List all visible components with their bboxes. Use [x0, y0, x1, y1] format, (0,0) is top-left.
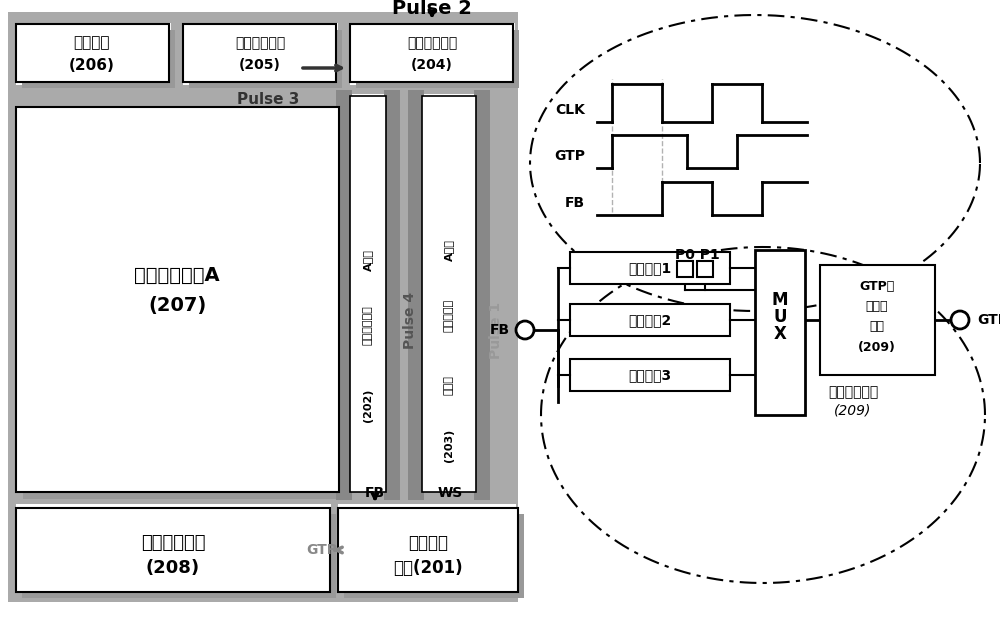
FancyBboxPatch shape — [22, 30, 175, 88]
Text: 字线模拟单元: 字线模拟单元 — [235, 36, 285, 50]
Text: (208): (208) — [146, 559, 200, 577]
FancyBboxPatch shape — [338, 504, 516, 592]
FancyBboxPatch shape — [384, 90, 400, 500]
Text: (206): (206) — [69, 57, 115, 72]
Text: (209): (209) — [834, 403, 872, 417]
Text: FB: FB — [490, 323, 510, 337]
Text: X: X — [774, 325, 786, 343]
Text: (204): (204) — [411, 58, 453, 72]
Text: (209): (209) — [858, 340, 896, 353]
FancyBboxPatch shape — [356, 30, 519, 88]
FancyBboxPatch shape — [23, 114, 346, 499]
Text: FB: FB — [565, 196, 585, 210]
Text: 缓存器: 缓存器 — [444, 375, 454, 395]
Circle shape — [516, 321, 534, 339]
Text: CLK: CLK — [555, 103, 585, 117]
FancyBboxPatch shape — [183, 23, 338, 85]
Text: 保护单元: 保护单元 — [74, 35, 110, 50]
Text: Pulse 4: Pulse 4 — [403, 292, 417, 348]
FancyBboxPatch shape — [16, 24, 169, 82]
FancyBboxPatch shape — [474, 90, 490, 500]
Text: (202): (202) — [363, 388, 373, 421]
Text: P0 P1: P0 P1 — [675, 248, 719, 262]
FancyBboxPatch shape — [422, 96, 476, 492]
Text: M: M — [772, 291, 788, 309]
Text: 输出数据路径: 输出数据路径 — [141, 534, 205, 552]
Text: 模拟字线驱动: 模拟字线驱动 — [407, 36, 457, 50]
Text: (203): (203) — [444, 428, 454, 462]
Text: WS: WS — [437, 486, 463, 500]
Text: Pulse 1: Pulse 1 — [489, 301, 503, 358]
Text: GTP: GTP — [306, 543, 338, 557]
Text: 模块: 模块 — [870, 321, 885, 333]
Text: GTP: GTP — [977, 313, 1000, 327]
Text: 号发生: 号发生 — [866, 301, 888, 314]
FancyBboxPatch shape — [22, 514, 336, 598]
FancyBboxPatch shape — [350, 96, 386, 492]
FancyBboxPatch shape — [348, 94, 386, 492]
Text: 存储单元阵列A: 存储单元阵列A — [134, 265, 220, 285]
Text: 延迟单兤2: 延迟单兤2 — [628, 313, 672, 327]
Text: 脉冲发生: 脉冲发生 — [408, 534, 448, 552]
FancyBboxPatch shape — [189, 30, 342, 88]
Text: 模块(201): 模块(201) — [393, 559, 463, 577]
Polygon shape — [755, 250, 805, 415]
Text: 二级与非门: 二级与非门 — [444, 299, 454, 331]
Text: A端口: A端口 — [363, 249, 373, 271]
Text: (207): (207) — [148, 295, 206, 314]
FancyBboxPatch shape — [336, 90, 352, 500]
FancyBboxPatch shape — [183, 24, 336, 82]
FancyBboxPatch shape — [350, 23, 515, 85]
FancyBboxPatch shape — [570, 252, 730, 284]
FancyBboxPatch shape — [697, 261, 713, 277]
FancyBboxPatch shape — [421, 94, 476, 492]
FancyBboxPatch shape — [16, 504, 331, 592]
FancyBboxPatch shape — [820, 265, 935, 375]
FancyBboxPatch shape — [16, 508, 330, 592]
FancyBboxPatch shape — [8, 12, 518, 602]
Text: 寄存器缓存门: 寄存器缓存门 — [363, 305, 373, 345]
Text: U: U — [773, 308, 787, 326]
Text: 延迟单兤1: 延迟单兤1 — [628, 261, 672, 275]
Circle shape — [951, 311, 969, 329]
Text: 延迟单兤3: 延迟单兤3 — [628, 368, 672, 382]
FancyBboxPatch shape — [408, 90, 424, 500]
FancyBboxPatch shape — [570, 359, 730, 391]
Text: (205): (205) — [239, 58, 281, 72]
Text: Pulse 2: Pulse 2 — [392, 0, 472, 18]
FancyBboxPatch shape — [350, 24, 513, 82]
FancyBboxPatch shape — [570, 304, 730, 336]
Text: GTP信: GTP信 — [859, 280, 895, 294]
Text: GTP: GTP — [554, 149, 585, 163]
FancyBboxPatch shape — [16, 107, 339, 492]
Text: 延迟调整模块: 延迟调整模块 — [828, 385, 878, 399]
Text: FB: FB — [365, 486, 385, 500]
Text: Pulse 3: Pulse 3 — [237, 93, 299, 108]
FancyBboxPatch shape — [16, 107, 339, 492]
FancyBboxPatch shape — [16, 23, 171, 85]
FancyBboxPatch shape — [338, 508, 518, 592]
Text: A端口: A端口 — [444, 239, 454, 261]
FancyBboxPatch shape — [344, 514, 524, 598]
FancyBboxPatch shape — [677, 261, 693, 277]
